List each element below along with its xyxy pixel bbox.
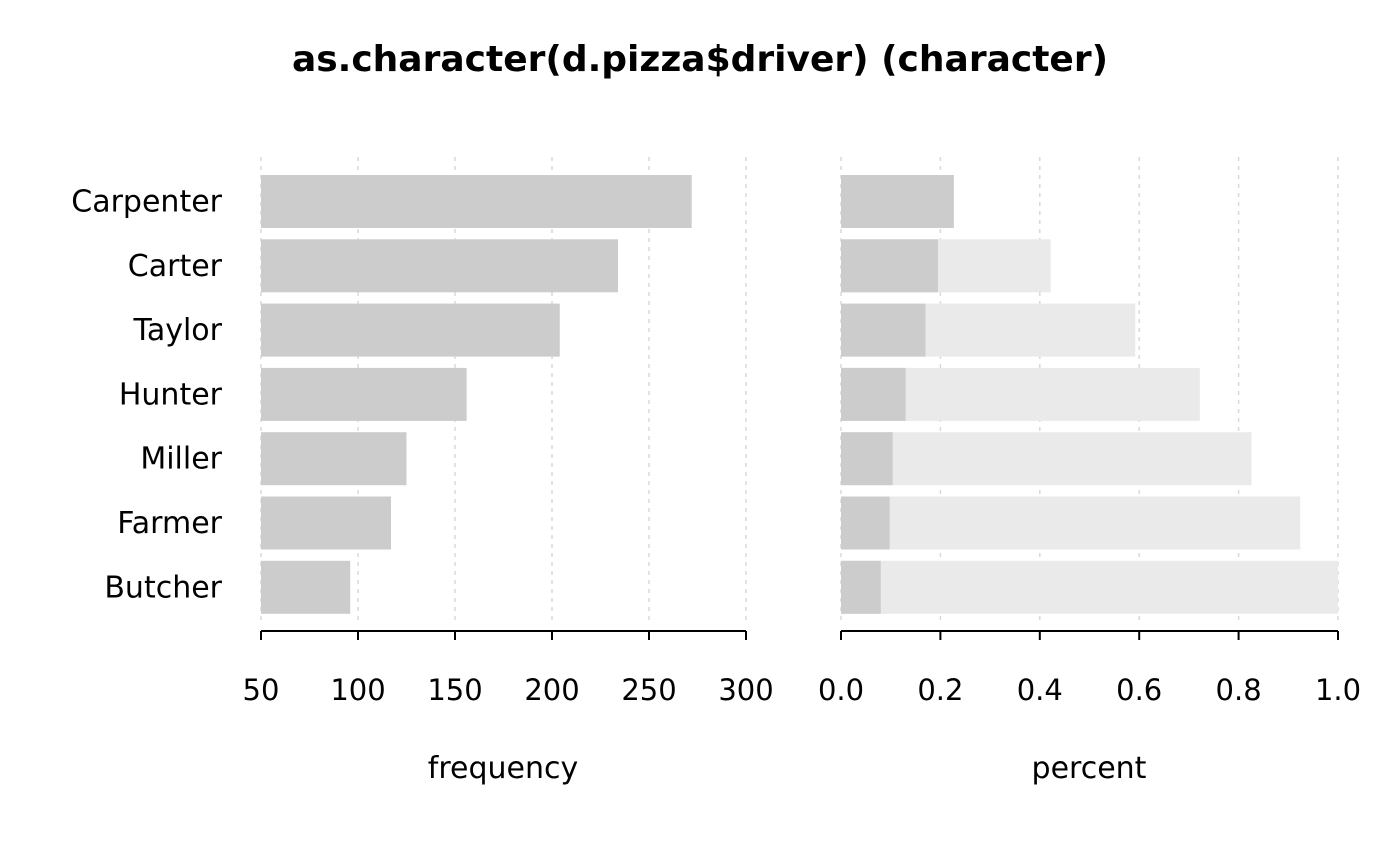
- category-label-taylor: Taylor: [132, 313, 222, 348]
- percent-bar-hunter: [841, 367, 906, 421]
- percent-axis-title: percent: [1032, 751, 1147, 786]
- frequency-tick-label-0: 50: [243, 673, 280, 707]
- percent-bar-carpenter: [841, 175, 954, 228]
- percent-tick-label-2: 0.4: [1017, 673, 1063, 707]
- percent-cumulative-bar-farmer: [841, 496, 1301, 550]
- frequency-tick-label-5: 300: [718, 673, 773, 707]
- frequency-bar-taylor: [261, 303, 560, 357]
- frequency-bar-carpenter: [261, 175, 692, 228]
- category-labels: Carpenter Carter Taylor Hunter Miller Farmer B…: [71, 185, 222, 606]
- frequency-panel: 50 100 150 200 250 300: [243, 157, 774, 707]
- frequency-tick-label-3: 200: [524, 673, 579, 707]
- frequency-bar-carter: [261, 239, 618, 293]
- frequency-bar-miller: [261, 432, 407, 486]
- percent-tick-label-5: 1.0: [1315, 673, 1361, 707]
- frequency-bar-farmer: [261, 496, 391, 550]
- percent-tick-label-4: 0.8: [1216, 673, 1262, 707]
- frequency-tick-label-2: 150: [427, 673, 482, 707]
- percent-bar-miller: [841, 432, 893, 486]
- category-label-carpenter: Carpenter: [71, 185, 222, 220]
- chart-title: as.character(d.pizza$driver) (character): [292, 39, 1108, 80]
- percent-bar-farmer: [841, 496, 890, 550]
- frequency-axis-title: frequency: [428, 751, 578, 786]
- frequency-tick-label-1: 100: [330, 673, 385, 707]
- category-label-butcher: Butcher: [104, 570, 222, 605]
- percent-bar-taylor: [841, 303, 926, 357]
- category-label-carter: Carter: [128, 249, 223, 284]
- category-label-hunter: Hunter: [119, 377, 223, 412]
- percent-cumulative-bar-miller: [841, 432, 1252, 486]
- percent-tick-label-3: 0.6: [1116, 673, 1162, 707]
- percent-panel: 0.0 0.2 0.4 0.6 0.8 1.0: [818, 157, 1361, 707]
- percent-cumulative-bar-butcher: [841, 560, 1338, 614]
- frequency-tick-label-4: 250: [621, 673, 676, 707]
- percent-tick-label-0: 0.0: [818, 673, 864, 707]
- percent-tick-label-1: 0.2: [917, 673, 963, 707]
- frequency-bar-hunter: [261, 367, 467, 421]
- category-label-miller: Miller: [140, 442, 222, 477]
- frequency-bar-butcher: [261, 560, 351, 614]
- category-label-farmer: Farmer: [117, 506, 222, 541]
- percent-bar-butcher: [841, 560, 881, 614]
- percent-bar-carter: [841, 239, 938, 293]
